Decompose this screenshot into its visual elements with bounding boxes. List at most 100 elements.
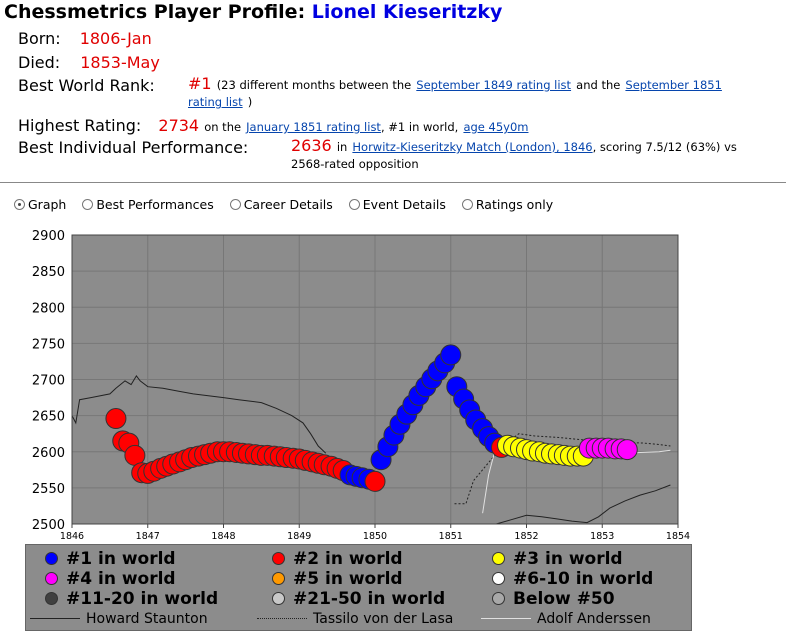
x-tick-label-1853: 1853	[590, 531, 614, 542]
divider	[0, 182, 786, 183]
highest-rating-text2: , #1 in world,	[380, 120, 459, 134]
best-rank-label: Best World Rank:	[18, 76, 155, 95]
x-tick-label-1854: 1854	[666, 531, 690, 542]
september-1851-link[interactable]: September 1851	[625, 78, 722, 92]
january-1851-link[interactable]: January 1851 rating list	[246, 120, 381, 134]
best-rank-detail: #1 (23 different months between the Sept…	[188, 76, 778, 110]
y-tick-label-2600: 2600	[32, 446, 65, 461]
legend-rank2-dot	[272, 552, 285, 565]
legend-rank21-50-label: #21-50 in world	[293, 589, 446, 609]
plot-frame	[71, 234, 679, 525]
radio-event-details-circle[interactable]	[348, 199, 360, 210]
legend-rank11-20-dot	[45, 592, 58, 605]
born-label: Born:	[18, 29, 61, 48]
legend-rank11-20: #11-20 in world	[45, 589, 218, 609]
rating-point-53	[440, 344, 462, 366]
best-rank-value: #1	[188, 74, 212, 93]
age-link[interactable]: age 45y0m	[463, 120, 529, 134]
radio-ratings-only-circle[interactable]	[461, 199, 473, 210]
legend-rank6-10-label: #6-10 in world	[513, 569, 654, 589]
rating-chart: 1846 1847 1848 1849 1850 1851 1852 1853 1854 2500…	[32, 229, 690, 542]
rating-point-41	[364, 470, 386, 492]
reference-line-3	[496, 484, 671, 525]
died-row: Died: 1853-May	[18, 53, 160, 72]
radio-career-details-label: Career Details	[243, 197, 333, 212]
born-row: Born: 1806-Jan	[18, 29, 152, 48]
legend-line-anderssen: Adolf Anderssen	[481, 611, 651, 627]
radio-graph-circle[interactable]	[14, 199, 25, 210]
radio-best-performances[interactable]: Best Performances	[82, 197, 214, 212]
legend-rank6-10-dot	[492, 572, 505, 585]
best-performance-text3: 2568-rated opposition	[291, 157, 419, 171]
radio-event-details-label: Event Details	[362, 197, 446, 212]
legend-rank1-label: #1 in world	[66, 549, 176, 569]
x-tick-label-1847: 1847	[136, 531, 160, 542]
radio-career-details[interactable]: Career Details	[229, 197, 333, 212]
y-tick-label-2700: 2700	[32, 374, 65, 389]
y-tick-label-2500: 2500	[32, 518, 65, 533]
y-tick-label-2850: 2850	[32, 265, 65, 280]
radio-event-details[interactable]: Event Details	[348, 197, 446, 212]
radio-best-performances-circle[interactable]	[82, 199, 94, 210]
radio-graph-label: Graph	[28, 197, 67, 212]
best-performance-text2: , scoring 7.5/12 (63%) vs	[592, 140, 737, 154]
y-tick-label-2650: 2650	[32, 410, 65, 425]
view-options: Graph Best Performances Career Details E…	[14, 197, 565, 212]
legend-line-staunton: Howard Staunton	[30, 611, 208, 627]
best-rank-text2: and the	[576, 78, 621, 92]
legend-line-lasa-label: Tassilo von der Lasa	[313, 611, 454, 627]
x-tick-label-1848: 1848	[211, 531, 235, 542]
radio-ratings-only[interactable]: Ratings only	[461, 197, 554, 212]
legend-rank6-10: #6-10 in world	[492, 569, 653, 589]
x-tick-label-1849: 1849	[287, 531, 311, 542]
x-tick-label-1846: 1846	[60, 531, 84, 542]
legend: #1 in world #2 in world #3 in world #4 i…	[25, 544, 692, 631]
horwitz-match-link[interactable]: Horwitz-Kieseritzky Match (London), 1846	[352, 140, 593, 154]
highest-rating-value: 2734	[158, 116, 200, 135]
legend-rank4-label: #4 in world	[66, 569, 176, 589]
legend-rank21-50: #21-50 in world	[272, 589, 445, 609]
best-performance-row: Best Individual Performance:	[18, 138, 248, 157]
september-1851-link-cont[interactable]: rating list	[188, 95, 243, 109]
best-rank-text3: )	[247, 95, 253, 109]
legend-rank4: #4 in world	[45, 569, 176, 589]
radio-ratings-only-label: Ratings only	[475, 197, 554, 212]
legend-rank5: #5 in world	[272, 569, 403, 589]
september-1849-link[interactable]: September 1849 rating list	[416, 78, 572, 92]
x-tick-label-1852: 1852	[514, 531, 538, 542]
legend-rank2: #2 in world	[272, 549, 403, 569]
legend-below50-dot	[492, 592, 505, 605]
title-prefix: Chessmetrics Player Profile:	[4, 1, 306, 23]
rating-point-0	[105, 408, 127, 430]
x-tick-label-1851: 1851	[439, 531, 463, 542]
reference-line-1	[454, 433, 671, 505]
legend-rank3-label: #3 in world	[513, 549, 623, 569]
reference-line-0	[71, 375, 327, 454]
player-name: Lionel Kieseritzky	[311, 1, 503, 23]
legend-rank5-label: #5 in world	[293, 569, 403, 589]
legend-rank1-dot	[45, 552, 58, 565]
rating-point-81	[616, 439, 638, 461]
x-tick-label-1850: 1850	[363, 531, 387, 542]
best-performance-text1: in	[336, 140, 348, 154]
legend-line-lasa-swatch	[257, 618, 307, 619]
legend-rank3-dot	[492, 552, 505, 565]
legend-line-anderssen-swatch	[481, 618, 531, 619]
y-tick-label-2900: 2900	[32, 229, 65, 244]
legend-rank11-20-label: #11-20 in world	[66, 589, 219, 609]
legend-rank3: #3 in world	[492, 549, 623, 569]
legend-below50-label: Below #50	[513, 589, 615, 609]
legend-below50: Below #50	[492, 589, 615, 609]
died-value: 1853-May	[80, 53, 160, 72]
y-tick-label-2550: 2550	[32, 482, 65, 497]
best-performance-detail: 2636 in Horwitz-Kieseritzky Match (Londo…	[291, 138, 781, 172]
highest-rating-text1: on the	[204, 120, 242, 134]
best-performance-value: 2636	[291, 136, 332, 155]
legend-rank4-dot	[45, 572, 58, 585]
died-label: Died:	[18, 53, 61, 72]
radio-graph[interactable]: Graph	[14, 197, 66, 212]
y-tick-label-2750: 2750	[32, 337, 65, 352]
best-rank-row: Best World Rank:	[18, 76, 155, 95]
legend-rank2-label: #2 in world	[293, 549, 403, 569]
radio-career-details-circle[interactable]	[229, 199, 241, 210]
